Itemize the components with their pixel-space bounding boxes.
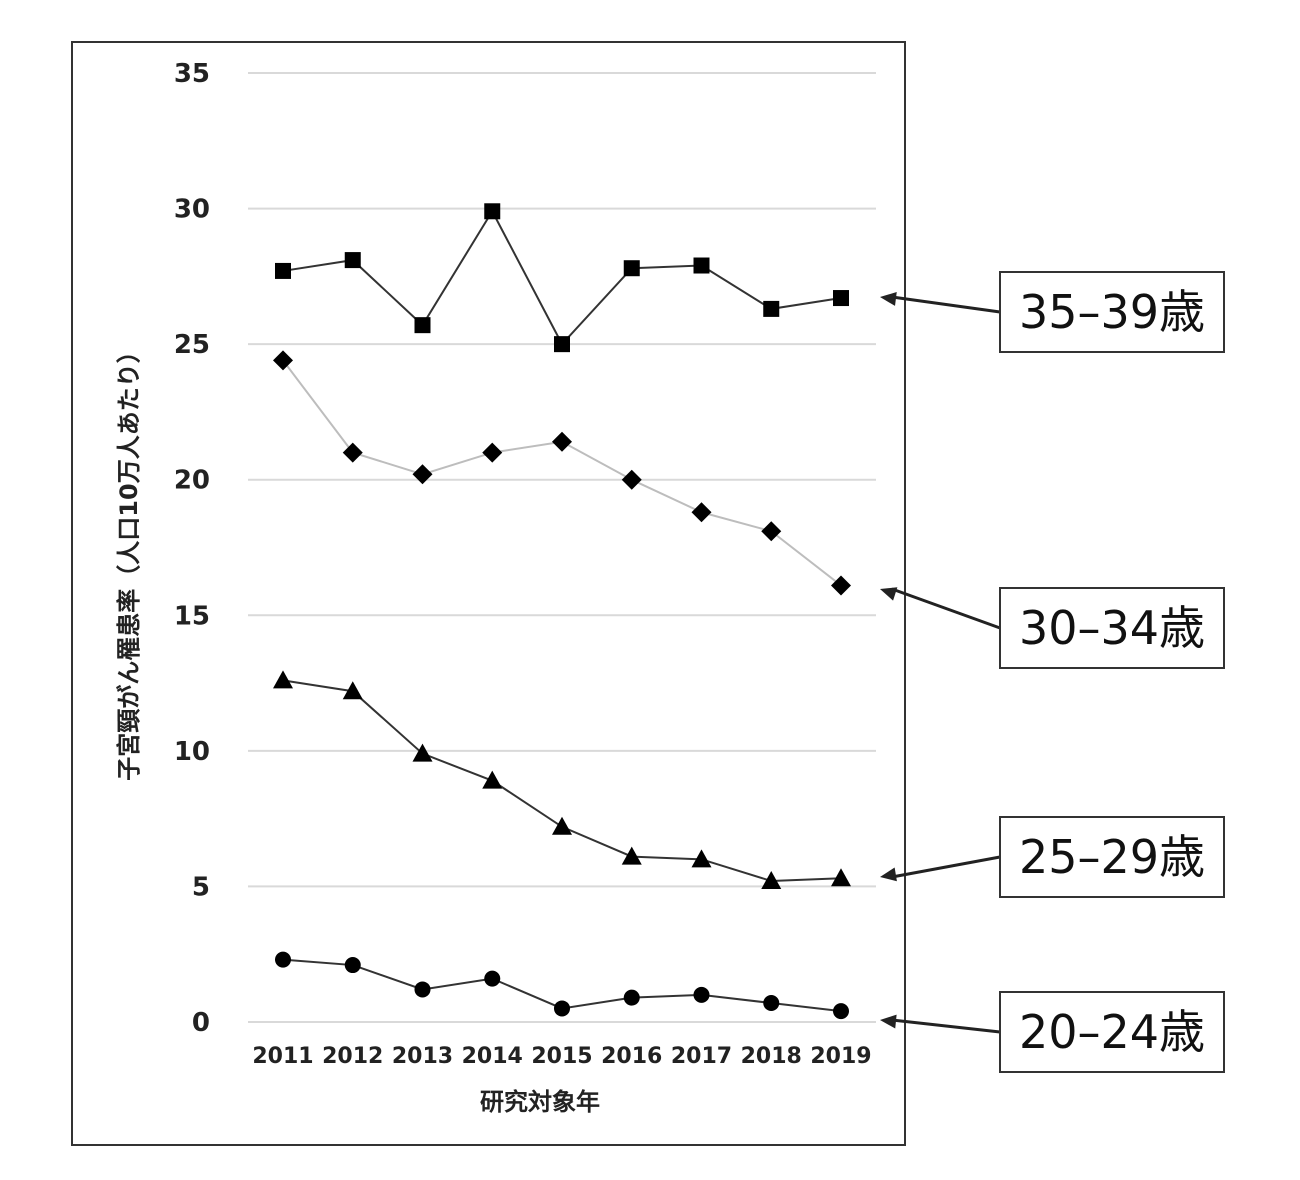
x-tick-label: 2011	[252, 1044, 313, 1069]
x-tick-labels: 2011 2012 2013 2014 2015 2016 2017 2018 2019	[252, 1044, 871, 1069]
data-point-diamond	[621, 469, 642, 490]
data-point-square	[414, 317, 431, 334]
data-point-circle	[833, 1003, 849, 1020]
callout-box	[999, 816, 1225, 898]
callout-box	[999, 991, 1225, 1073]
data-point-square	[275, 262, 291, 279]
series-callouts: 35–39歳 30–34歳 25–29歳 20–24歳	[880, 271, 1225, 1073]
x-tick-label: 2015	[531, 1044, 592, 1069]
data-point-diamond	[482, 442, 503, 463]
series-diamond	[273, 350, 851, 596]
series-circle	[275, 951, 849, 1020]
callout-arrow-line	[891, 587, 1001, 630]
data-point-square	[554, 336, 570, 353]
data-point-triangle	[761, 871, 782, 890]
y-tick-label: 35	[174, 59, 210, 89]
data-point-square	[623, 260, 640, 277]
data-point-circle	[554, 1000, 570, 1017]
callout-arrow-line	[891, 855, 1001, 879]
data-point-square	[763, 300, 780, 317]
data-point-triangle	[412, 743, 433, 762]
callout-diamond: 30–34歳	[880, 587, 1225, 669]
y-tick-label: 5	[192, 872, 210, 902]
data-point-circle	[414, 981, 431, 998]
data-point-triangle	[273, 670, 293, 689]
callout-label: 25–29歳	[1019, 830, 1205, 884]
data-point-triangle	[552, 816, 572, 835]
data-point-circle	[344, 957, 361, 974]
callout-arrow-head	[880, 587, 898, 601]
y-tick-label: 0	[192, 1008, 210, 1038]
data-point-square	[833, 290, 849, 307]
data-point-triangle	[621, 846, 642, 865]
data-point-diamond	[273, 350, 293, 371]
y-axis-title: 子宮頸がん罹患率（人口10万人あたり）	[115, 339, 143, 780]
data-point-circle	[623, 989, 640, 1006]
callout-box	[999, 271, 1225, 353]
callout-arrow-line	[891, 1018, 1001, 1034]
callout-box	[999, 587, 1225, 669]
callout-triangle: 25–29歳	[880, 816, 1225, 898]
callout-label: 20–24歳	[1019, 1005, 1205, 1059]
callout-arrow-head	[880, 1014, 897, 1029]
chart-frame	[71, 41, 906, 1146]
series-triangle	[273, 670, 851, 890]
callout-square: 35–39歳	[880, 271, 1225, 353]
data-point-triangle	[691, 849, 712, 868]
x-tick-label: 2012	[322, 1044, 383, 1069]
x-tick-label: 2014	[462, 1044, 523, 1069]
data-point-diamond	[691, 502, 712, 523]
data-point-diamond	[831, 575, 851, 596]
data-point-triangle	[482, 770, 503, 789]
x-tick-label: 2013	[392, 1044, 453, 1069]
data-point-circle	[693, 986, 710, 1003]
callout-arrow-head	[880, 292, 897, 306]
data-point-triangle	[342, 681, 363, 700]
data-point-square	[344, 252, 361, 269]
data-point-triangle	[831, 868, 851, 887]
data-point-circle	[763, 995, 780, 1012]
data-point-square	[484, 203, 501, 220]
x-tick-label: 2019	[810, 1044, 871, 1069]
y-tick-label: 30	[174, 195, 210, 225]
x-tick-label: 2017	[671, 1044, 732, 1069]
y-tick-labels: 0 5 10 15 20 25 30 35	[174, 59, 210, 1038]
data-point-diamond	[552, 431, 572, 452]
data-point-diamond	[342, 442, 363, 463]
data-point-square	[693, 257, 710, 274]
y-tick-label: 25	[174, 330, 210, 360]
data-series	[273, 203, 851, 1020]
x-axis-title: 研究対象年	[480, 1088, 600, 1116]
series-square	[275, 203, 849, 353]
x-tick-label: 2016	[601, 1044, 662, 1069]
callout-label: 35–39歳	[1019, 285, 1205, 339]
data-point-circle	[484, 970, 501, 987]
data-point-circle	[275, 951, 291, 968]
callout-label: 30–34歳	[1019, 601, 1205, 655]
y-tick-label: 20	[174, 466, 210, 496]
data-point-diamond	[412, 464, 433, 485]
callout-arrow-head	[880, 867, 897, 882]
x-tick-label: 2018	[741, 1044, 802, 1069]
callout-circle: 20–24歳	[880, 991, 1225, 1073]
data-point-diamond	[761, 521, 782, 542]
y-tick-label: 10	[174, 737, 210, 767]
callout-arrow-line	[891, 295, 1001, 314]
y-tick-label: 15	[174, 601, 210, 631]
